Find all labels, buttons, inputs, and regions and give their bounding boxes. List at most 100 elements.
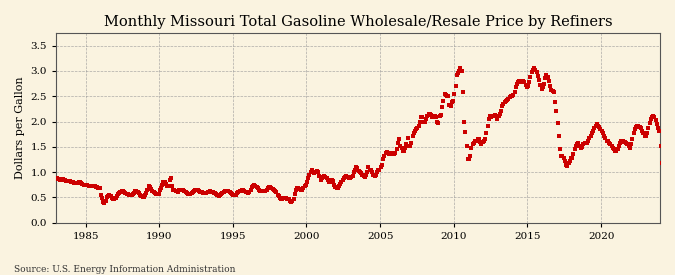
Point — [298, 186, 308, 191]
Point — [643, 125, 653, 130]
Point — [609, 147, 620, 152]
Point — [606, 144, 617, 148]
Point — [476, 142, 487, 147]
Point — [419, 119, 430, 124]
Point — [644, 120, 655, 125]
Point — [103, 194, 113, 199]
Point — [109, 197, 119, 202]
Point — [386, 151, 397, 155]
Point — [378, 157, 389, 162]
Point — [255, 189, 266, 193]
Point — [433, 120, 444, 125]
Point — [519, 80, 530, 84]
Point — [260, 189, 271, 193]
Point — [381, 150, 392, 154]
Point — [178, 188, 188, 192]
Point — [284, 199, 295, 204]
Point — [269, 188, 279, 192]
Point — [573, 141, 584, 145]
Point — [536, 86, 547, 91]
Point — [310, 170, 321, 174]
Point — [530, 68, 541, 72]
Point — [124, 193, 134, 197]
Point — [128, 191, 139, 196]
Point — [588, 128, 599, 133]
Point — [500, 100, 510, 104]
Point — [144, 185, 155, 189]
Point — [59, 177, 70, 182]
Point — [234, 189, 245, 194]
Point — [629, 127, 640, 131]
Point — [504, 95, 515, 100]
Point — [313, 170, 323, 174]
Point — [143, 184, 154, 188]
Point — [371, 172, 381, 177]
Point — [514, 79, 524, 83]
Point — [626, 142, 637, 147]
Point — [641, 133, 651, 138]
Point — [250, 184, 261, 188]
Point — [627, 137, 638, 141]
Point — [194, 189, 205, 194]
Point — [664, 175, 674, 179]
Point — [230, 193, 241, 197]
Point — [384, 152, 395, 156]
Point — [290, 192, 300, 197]
Point — [354, 170, 365, 174]
Point — [140, 193, 151, 197]
Point — [55, 178, 65, 182]
Point — [155, 188, 165, 192]
Point — [454, 69, 464, 73]
Point — [487, 114, 498, 119]
Point — [638, 130, 649, 135]
Point — [72, 181, 83, 185]
Point — [612, 147, 623, 152]
Point — [481, 130, 491, 135]
Point — [556, 154, 566, 158]
Point — [670, 164, 675, 168]
Point — [151, 192, 161, 196]
Point — [560, 159, 570, 163]
Point — [590, 123, 601, 128]
Point — [309, 171, 320, 175]
Point — [223, 189, 234, 194]
Point — [383, 151, 394, 155]
Point — [507, 94, 518, 98]
Point — [126, 193, 137, 197]
Point — [360, 172, 371, 177]
Point — [324, 180, 335, 185]
Point — [657, 161, 668, 165]
Point — [104, 193, 115, 197]
Point — [614, 144, 624, 148]
Point — [615, 141, 626, 145]
Point — [266, 186, 277, 190]
Point — [157, 183, 167, 187]
Point — [470, 139, 481, 143]
Point — [180, 190, 191, 194]
Point — [244, 190, 254, 194]
Point — [203, 190, 214, 194]
Point — [200, 191, 211, 196]
Point — [518, 79, 529, 83]
Point — [464, 157, 475, 162]
Point — [624, 146, 635, 150]
Point — [552, 120, 563, 125]
Point — [318, 175, 329, 179]
Point — [297, 188, 308, 192]
Point — [520, 83, 531, 87]
Point — [515, 80, 526, 84]
Point — [582, 141, 593, 145]
Point — [99, 201, 110, 206]
Point — [564, 159, 575, 163]
Point — [340, 175, 350, 179]
Point — [510, 85, 521, 89]
Point — [206, 190, 217, 194]
Point — [171, 189, 182, 194]
Point — [396, 146, 407, 150]
Point — [323, 177, 333, 182]
Point — [128, 192, 138, 196]
Point — [549, 100, 560, 104]
Point — [636, 125, 647, 130]
Point — [585, 133, 596, 138]
Point — [392, 147, 402, 152]
